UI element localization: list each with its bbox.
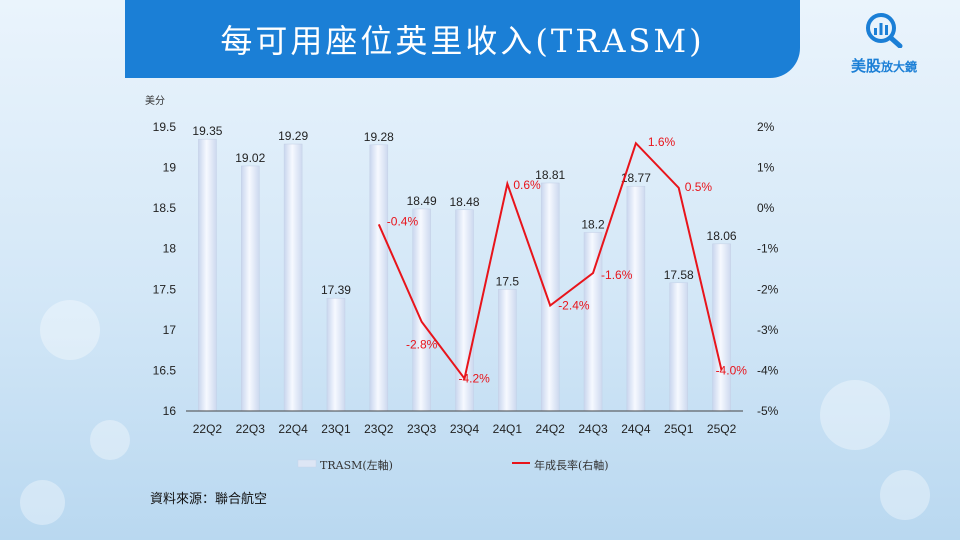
bar-value-label: 18.49: [407, 194, 437, 208]
left-axis-unit: 美分: [145, 96, 165, 107]
left-axis-tick: 19.5: [153, 120, 177, 134]
growth-value-label: -2.8%: [406, 338, 438, 352]
growth-value-label: -4.0%: [716, 363, 748, 377]
x-axis-tick: 24Q4: [621, 422, 651, 436]
growth-value-label: -2.4%: [558, 299, 590, 313]
bar-value-label: 18.81: [535, 168, 565, 182]
right-axis-tick: -2%: [757, 282, 779, 296]
bar-23Q1: [326, 297, 346, 412]
left-axis-tick: 17.5: [153, 282, 177, 296]
bar-25Q2: [712, 243, 731, 412]
growth-value-label: 1.6%: [648, 135, 676, 149]
x-axis-tick: 23Q1: [321, 422, 351, 436]
x-axis-tick: 25Q1: [664, 422, 694, 436]
x-axis-tick: 23Q2: [364, 422, 394, 436]
x-axis-tick: 24Q3: [578, 422, 608, 436]
legend-line-label: 年成長率(右軸): [534, 459, 609, 472]
right-axis-tick: 1%: [757, 161, 775, 175]
bar-value-label: 19.35: [192, 124, 222, 138]
legend-bar-label: TRASM(左軸): [320, 459, 393, 472]
source-note: 資料來源：聯合航空: [150, 492, 268, 507]
x-axis-tick: 24Q2: [536, 422, 566, 436]
right-axis-tick: -3%: [757, 323, 779, 337]
bar-24Q1: [498, 289, 517, 412]
growth-rate-line: [377, 141, 723, 381]
x-axis-tick: 22Q2: [193, 422, 223, 436]
magnifier-chart-icon: [866, 13, 903, 49]
bar-24Q2: [540, 182, 560, 412]
bar-24Q3: [583, 232, 603, 412]
logo: 美股放大鏡: [828, 12, 940, 76]
bar-value-label: 17.58: [664, 268, 694, 282]
page-title: 每可用座位英里收入(TRASM): [220, 22, 705, 60]
logo-name: 美股放大鏡: [828, 55, 940, 76]
growth-value-label: -1.6%: [601, 268, 633, 282]
bar-22Q4: [283, 143, 303, 412]
logo-name-main: 美股: [850, 58, 881, 75]
bar-23Q2: [369, 144, 389, 412]
bar-value-label: 19.29: [278, 129, 308, 143]
left-axis-tick: 19: [163, 161, 177, 175]
left-axis-tick: 16: [163, 404, 177, 418]
right-axis-tick: 2%: [757, 120, 775, 134]
growth-value-label: 0.5%: [685, 180, 713, 194]
growth-value-label: -0.4%: [387, 214, 419, 228]
bar-value-label: 18.77: [621, 171, 651, 185]
bar-value-label: 18.48: [449, 195, 479, 209]
right-axis-tick: -4%: [757, 363, 779, 377]
left-axis-tick: 18: [163, 242, 177, 256]
x-axis-tick: 22Q3: [236, 422, 266, 436]
logo-name-sub: 放大鏡: [881, 60, 918, 74]
right-axis-tick: -5%: [757, 404, 779, 418]
bar-23Q3: [412, 208, 431, 412]
left-axis-tick: 18.5: [153, 201, 177, 215]
x-axis-tick: 23Q4: [450, 422, 480, 436]
x-axis-tick: 22Q4: [278, 422, 308, 436]
x-axis-tick: 23Q3: [407, 422, 437, 436]
left-axis-tick: 17: [163, 323, 177, 337]
legend-bar-swatch: [297, 459, 317, 468]
bar-value-label: 19.02: [235, 151, 265, 165]
bar-value-label: 17.5: [496, 274, 520, 288]
growth-value-label: 0.6%: [513, 178, 541, 192]
bar-value-label: 19.28: [364, 130, 394, 144]
right-axis-tick: -1%: [757, 242, 779, 256]
left-axis-tick: 16.5: [153, 363, 177, 377]
bar-22Q2: [198, 138, 217, 412]
bar-value-label: 18.2: [581, 217, 605, 231]
growth-value-label: -4.2%: [459, 372, 491, 386]
bar-24Q4: [626, 185, 646, 412]
bar-25Q1: [669, 282, 688, 412]
x-axis-tick: 24Q1: [493, 422, 523, 436]
title-bar: 每可用座位英里收入(TRASM): [125, 0, 800, 78]
x-axis-tick: 25Q2: [707, 422, 737, 436]
bar-22Q3: [241, 165, 260, 412]
bar-value-label: 18.06: [707, 229, 737, 243]
right-axis-tick: 0%: [757, 201, 775, 215]
bar-value-label: 17.39: [321, 283, 351, 297]
